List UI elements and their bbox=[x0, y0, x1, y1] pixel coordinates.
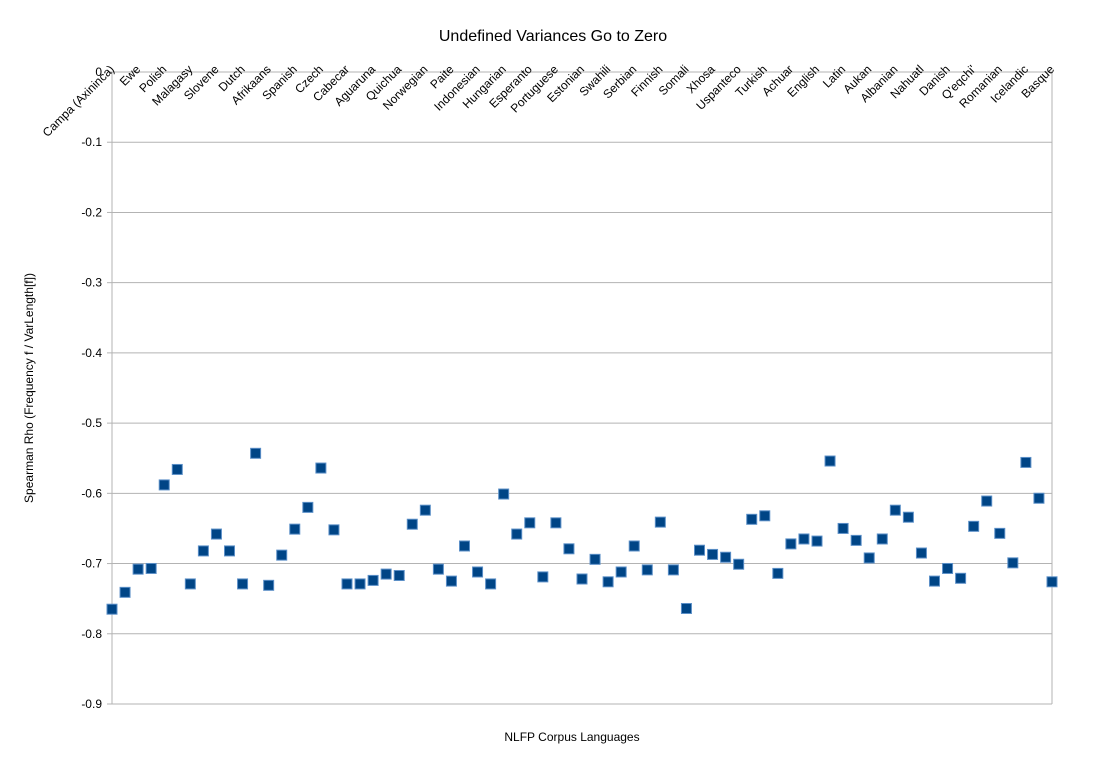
y-tick-label: -0.2 bbox=[81, 205, 102, 219]
y-tick-label: 0 bbox=[95, 65, 102, 79]
point bbox=[602, 576, 614, 588]
point bbox=[955, 572, 967, 584]
y-tick-label: -0.7 bbox=[81, 557, 102, 571]
point bbox=[537, 571, 549, 583]
point bbox=[419, 504, 431, 516]
point bbox=[902, 511, 914, 523]
point bbox=[1033, 492, 1045, 504]
point bbox=[563, 543, 575, 555]
point bbox=[393, 569, 405, 581]
point bbox=[876, 533, 888, 545]
point bbox=[576, 573, 588, 585]
point bbox=[746, 513, 758, 525]
point bbox=[759, 510, 771, 522]
y-tick-label: -0.4 bbox=[81, 346, 102, 360]
point bbox=[250, 447, 262, 459]
y-tick-label: -0.5 bbox=[81, 416, 102, 430]
point bbox=[511, 528, 523, 540]
point bbox=[445, 575, 457, 587]
point bbox=[863, 552, 875, 564]
point bbox=[850, 534, 862, 546]
point bbox=[328, 524, 340, 536]
point bbox=[1046, 576, 1058, 588]
point bbox=[968, 520, 980, 532]
point bbox=[524, 517, 536, 529]
point bbox=[798, 533, 810, 545]
point bbox=[628, 540, 640, 552]
point bbox=[276, 549, 288, 561]
point bbox=[237, 578, 249, 590]
point bbox=[589, 553, 601, 565]
point bbox=[720, 551, 732, 563]
point bbox=[432, 563, 444, 575]
point bbox=[694, 544, 705, 556]
point bbox=[707, 548, 719, 560]
point bbox=[785, 538, 797, 550]
point bbox=[733, 558, 745, 570]
point bbox=[341, 578, 353, 590]
point bbox=[550, 517, 562, 529]
point bbox=[1020, 456, 1032, 468]
y-axis-label: Spearman Rho (Frequency f / VarLength[f]… bbox=[22, 273, 36, 503]
point bbox=[472, 566, 484, 578]
point bbox=[942, 562, 954, 574]
point bbox=[367, 574, 379, 586]
point bbox=[915, 547, 927, 559]
point bbox=[289, 523, 301, 535]
point bbox=[837, 522, 849, 534]
point bbox=[354, 578, 366, 590]
point bbox=[929, 575, 940, 587]
point bbox=[667, 564, 679, 576]
point bbox=[197, 545, 209, 557]
y-tick-label: -0.3 bbox=[81, 276, 102, 290]
point bbox=[224, 545, 235, 557]
point bbox=[889, 504, 901, 516]
point bbox=[1007, 557, 1019, 569]
x-tick-label: Campa (Axininca) bbox=[40, 62, 117, 139]
x-axis-label: NLFP Corpus Languages bbox=[504, 730, 639, 744]
point bbox=[106, 603, 118, 615]
point bbox=[184, 578, 196, 590]
point bbox=[981, 495, 993, 507]
point bbox=[132, 563, 144, 575]
point bbox=[380, 568, 392, 580]
point bbox=[210, 528, 222, 540]
point bbox=[680, 602, 692, 614]
point bbox=[158, 479, 170, 491]
point bbox=[485, 578, 497, 590]
chart-title: Undefined Variances Go to Zero bbox=[439, 28, 667, 45]
point bbox=[459, 540, 470, 552]
y-tick-label: -0.6 bbox=[81, 486, 102, 500]
point bbox=[772, 567, 784, 579]
point bbox=[994, 527, 1006, 539]
point bbox=[171, 463, 183, 475]
point bbox=[654, 516, 666, 528]
point bbox=[498, 488, 510, 500]
x-tick-label: Somali bbox=[656, 62, 692, 98]
point bbox=[615, 566, 627, 578]
y-tick-label: -0.1 bbox=[81, 135, 102, 149]
point bbox=[641, 564, 653, 576]
point bbox=[406, 518, 418, 530]
point bbox=[119, 586, 131, 598]
point bbox=[145, 562, 157, 574]
point bbox=[263, 579, 275, 591]
point bbox=[811, 535, 823, 547]
y-tick-label: -0.9 bbox=[81, 697, 102, 711]
y-tick-label: -0.8 bbox=[81, 627, 102, 641]
point bbox=[302, 501, 314, 513]
point bbox=[315, 462, 327, 474]
point bbox=[824, 455, 836, 467]
